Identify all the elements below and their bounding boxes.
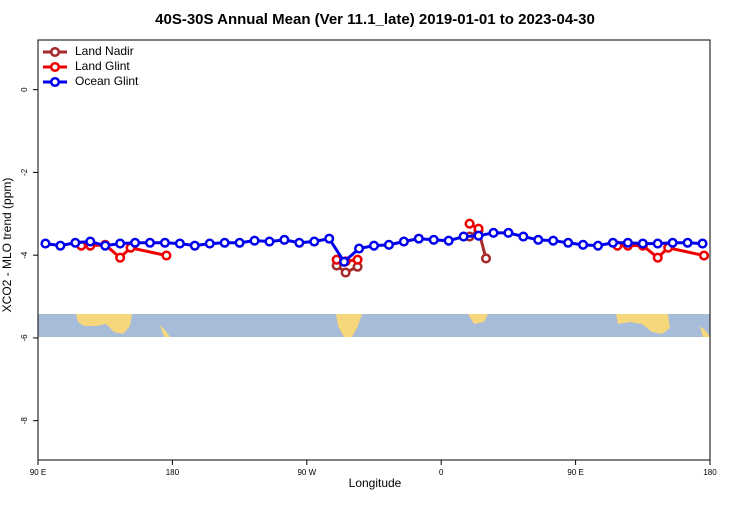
- data-point: [473, 230, 484, 241]
- data-point: [563, 237, 574, 248]
- data-point: [667, 237, 678, 248]
- data-point: [578, 239, 589, 250]
- data-point: [264, 236, 275, 247]
- data-point: [622, 237, 633, 248]
- x-tick-label: 180: [703, 468, 717, 477]
- data-point: [518, 231, 529, 242]
- data-point: [637, 238, 648, 249]
- data-point: [352, 254, 363, 265]
- data-point: [234, 237, 245, 248]
- legend-marker: [49, 76, 61, 88]
- y-tick-label: -8: [20, 417, 29, 425]
- x-tick-label: 0: [439, 468, 444, 477]
- data-point: [697, 238, 708, 249]
- data-point: [533, 234, 544, 245]
- data-point: [100, 240, 111, 251]
- data-point: [279, 234, 290, 245]
- data-point: [398, 236, 409, 247]
- data-point: [592, 240, 604, 251]
- legend-marker: [49, 61, 61, 73]
- data-point: [219, 237, 230, 248]
- data-point: [354, 243, 365, 254]
- data-point: [368, 240, 380, 251]
- data-point: [682, 237, 693, 248]
- legend-label: Ocean Glint: [75, 74, 139, 88]
- chart-title: 40S-30S Annual Mean (Ver 11.1_late) 2019…: [155, 11, 595, 28]
- x-tick-label: 90 E: [567, 468, 583, 477]
- data-point: [55, 240, 66, 251]
- data-point: [480, 253, 492, 264]
- data-point: [324, 233, 335, 244]
- data-point: [428, 234, 439, 245]
- map-strip: [38, 314, 710, 337]
- data-point: [161, 250, 172, 261]
- legend-label: Land Nadir: [75, 44, 134, 58]
- data-point: [443, 235, 454, 246]
- data-point: [413, 233, 424, 244]
- data-point: [85, 236, 96, 247]
- data-point: [503, 227, 514, 238]
- x-tick-label: 90 E: [30, 468, 46, 477]
- y-axis-label: XCO2 - MLO trend (ppm): [0, 178, 14, 313]
- data-point: [204, 238, 215, 249]
- data-point: [115, 238, 126, 249]
- x-tick-label: 180: [166, 468, 180, 477]
- data-point: [383, 239, 394, 250]
- data-point: [698, 250, 710, 261]
- data-point: [144, 237, 156, 248]
- y-tick-label: 0: [20, 87, 29, 92]
- land-masses: [76, 314, 710, 337]
- data-point: [340, 267, 351, 278]
- legend-label: Land Glint: [75, 59, 130, 73]
- x-axis-label: Longitude: [349, 476, 402, 490]
- data-point: [159, 237, 170, 248]
- data-point: [309, 236, 320, 247]
- data-point: [548, 235, 559, 246]
- legend-marker: [49, 46, 61, 58]
- data-point: [130, 237, 141, 248]
- data-point: [652, 252, 663, 263]
- data-point: [652, 238, 663, 249]
- y-tick-label: -6: [20, 334, 29, 342]
- data-point: [70, 237, 81, 248]
- data-point: [458, 231, 469, 242]
- plot-frame: [37, 39, 711, 461]
- y-tick-label: -2: [20, 168, 29, 176]
- data-point: [115, 252, 126, 263]
- data-point: [339, 256, 350, 267]
- data-point: [189, 240, 200, 251]
- data-point: [464, 218, 475, 229]
- y-tick-label: -4: [20, 251, 29, 259]
- data-point: [607, 237, 618, 248]
- data-point: [174, 238, 185, 249]
- data-point: [294, 237, 305, 248]
- data-point: [249, 235, 260, 246]
- data-point: [488, 227, 499, 238]
- data-point: [40, 238, 51, 249]
- x-tick-label: 90 W: [297, 468, 316, 477]
